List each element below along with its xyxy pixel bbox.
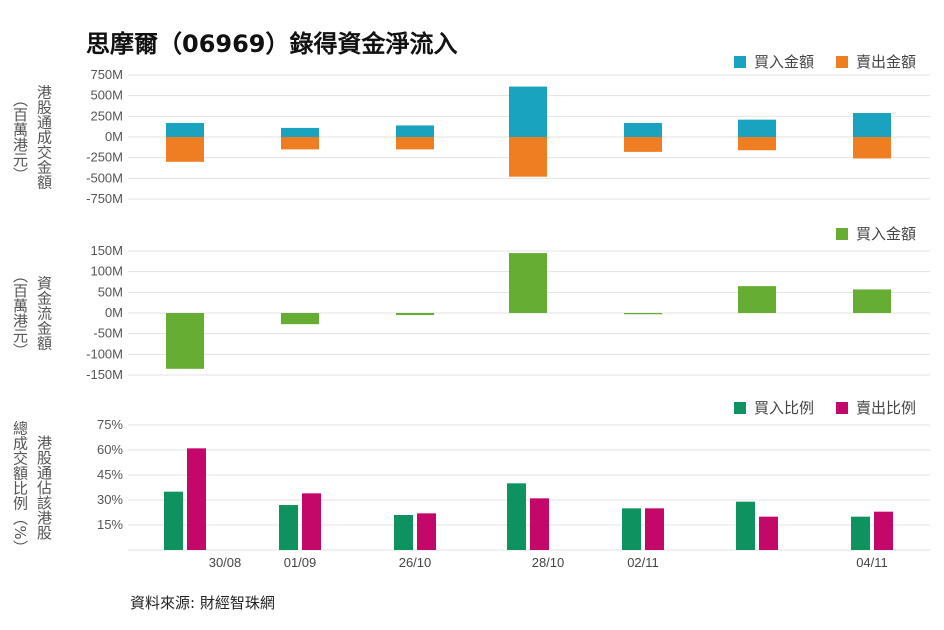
y-tick-label: 750M bbox=[90, 67, 123, 82]
bar-1-2 bbox=[396, 137, 434, 150]
y-tick-label: 50M bbox=[98, 284, 123, 299]
bar-1-1 bbox=[624, 122, 662, 137]
x-tick-label: 02/11 bbox=[627, 555, 659, 570]
legend-label: 賣出金額 bbox=[856, 53, 916, 71]
y-tick-label: -500M bbox=[86, 170, 123, 185]
bar-2-1 bbox=[396, 313, 434, 316]
bar-2-1 bbox=[281, 313, 319, 325]
bar-3-2 bbox=[645, 508, 664, 550]
bar-3-2 bbox=[417, 513, 436, 550]
x-tick-label: 01/09 bbox=[284, 555, 317, 570]
bar-1-1 bbox=[738, 119, 776, 137]
y-axis-label: 總成交額比例（%） bbox=[11, 420, 29, 555]
bar-1-1 bbox=[281, 127, 319, 137]
y-tick-label: -750M bbox=[86, 191, 123, 206]
bar-2-1 bbox=[166, 313, 204, 369]
bar-1-2 bbox=[624, 137, 662, 152]
legend-swatch bbox=[836, 402, 848, 414]
legend-label: 賣出比例 bbox=[856, 399, 916, 417]
bar-3-1 bbox=[279, 505, 298, 550]
bar-3-1 bbox=[736, 501, 755, 550]
x-tick-label: 04/11 bbox=[856, 555, 888, 570]
source-note: 資料來源: 財經智珠網 bbox=[130, 594, 275, 612]
bar-3-1 bbox=[507, 483, 526, 550]
legend-swatch bbox=[734, 402, 746, 414]
bar-3-1 bbox=[851, 516, 870, 550]
bar-3-2 bbox=[302, 493, 321, 550]
bar-1-1 bbox=[166, 122, 204, 137]
y-tick-label: 75% bbox=[97, 417, 123, 432]
legend-label: 買入金額 bbox=[754, 53, 814, 71]
y-tick-label: 0M bbox=[105, 305, 123, 320]
legend-label: 買入金額 bbox=[856, 225, 916, 243]
y-tick-label: -250M bbox=[86, 150, 123, 165]
y-tick-label: -50M bbox=[93, 326, 123, 341]
y-tick-label: 500M bbox=[90, 88, 123, 103]
bar-3-2 bbox=[187, 448, 206, 550]
y-axis-label: 港股通成交金額 bbox=[35, 85, 53, 190]
bar-1-1 bbox=[396, 125, 434, 137]
y-tick-label: 250M bbox=[90, 108, 123, 123]
y-tick-label: 150M bbox=[90, 243, 123, 258]
legend-swatch bbox=[836, 56, 848, 68]
bar-2-1 bbox=[853, 289, 891, 313]
y-tick-label: 15% bbox=[97, 517, 123, 532]
bar-1-2 bbox=[281, 137, 319, 150]
y-tick-label: 45% bbox=[97, 467, 123, 482]
bar-2-1 bbox=[509, 253, 547, 313]
x-tick-label: 26/10 bbox=[399, 555, 432, 570]
y-axis-label: （百萬港元） bbox=[11, 92, 29, 182]
bar-3-2 bbox=[530, 498, 549, 550]
bar-1-2 bbox=[166, 137, 204, 162]
x-tick-label: 28/10 bbox=[532, 555, 565, 570]
bar-1-2 bbox=[853, 137, 891, 159]
bar-3-1 bbox=[164, 491, 183, 550]
bar-3-2 bbox=[759, 516, 778, 550]
y-tick-label: -100M bbox=[86, 346, 123, 361]
y-tick-label: 30% bbox=[97, 492, 123, 507]
bar-1-2 bbox=[738, 137, 776, 151]
y-tick-label: 0M bbox=[105, 129, 123, 144]
bar-2-1 bbox=[624, 313, 662, 315]
bar-2-1 bbox=[738, 286, 776, 313]
y-tick-label: 100M bbox=[90, 264, 123, 279]
bar-3-1 bbox=[622, 508, 641, 550]
bar-1-2 bbox=[509, 137, 547, 177]
chart-title: 思摩爾（06969）錄得資金淨流入 bbox=[86, 30, 458, 58]
y-tick-label: -150M bbox=[86, 367, 123, 382]
y-tick-label: 60% bbox=[97, 442, 123, 457]
y-axis-label: （百萬港元） bbox=[11, 268, 29, 358]
y-axis-label: 港股通佔該港股 bbox=[35, 435, 53, 541]
x-tick-label: 30/08 bbox=[209, 555, 242, 570]
legend-swatch bbox=[734, 56, 746, 68]
bar-3-2 bbox=[874, 511, 893, 550]
bar-1-1 bbox=[509, 86, 547, 137]
y-axis-label: 資金流金額 bbox=[35, 276, 53, 351]
bar-1-1 bbox=[853, 113, 891, 137]
legend-swatch bbox=[836, 228, 848, 240]
bar-3-1 bbox=[394, 515, 413, 550]
legend-label: 買入比例 bbox=[754, 399, 814, 417]
